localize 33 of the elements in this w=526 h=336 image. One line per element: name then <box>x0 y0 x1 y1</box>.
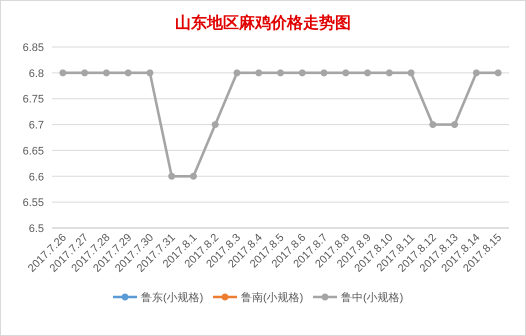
point <box>320 69 328 76</box>
point <box>386 69 393 76</box>
chart-title: 山东地区麻鸡价格走势图 <box>175 14 351 32</box>
point <box>168 172 176 180</box>
legend-label: 鲁南(小规格) <box>241 291 304 304</box>
point <box>81 69 88 76</box>
point <box>429 121 436 128</box>
point <box>59 69 66 76</box>
point <box>102 69 110 76</box>
point <box>277 69 284 76</box>
point <box>408 69 415 76</box>
legend-label: 鲁东(小规格) <box>141 291 204 304</box>
y-tick-label: 6.7 <box>28 120 44 132</box>
point <box>124 69 132 76</box>
point <box>298 69 306 76</box>
y-tick-label: 6.85 <box>22 42 44 54</box>
legend-label: 鲁中(小规格) <box>341 291 404 304</box>
y-tick-label: 6.6 <box>28 171 44 184</box>
point <box>364 69 372 76</box>
y-tick-label: 6.55 <box>22 197 44 210</box>
y-tick-label: 6.5 <box>28 223 44 235</box>
point <box>472 69 480 76</box>
point <box>451 121 458 128</box>
point <box>494 69 502 76</box>
y-tick-label: 6.8 <box>28 68 44 80</box>
point <box>190 172 197 180</box>
point <box>255 69 262 76</box>
point <box>342 69 350 76</box>
point <box>233 69 240 76</box>
point <box>212 121 219 128</box>
point <box>146 69 154 76</box>
y-tick-label: 6.75 <box>22 94 44 106</box>
y-tick-label: 6.65 <box>22 145 44 158</box>
